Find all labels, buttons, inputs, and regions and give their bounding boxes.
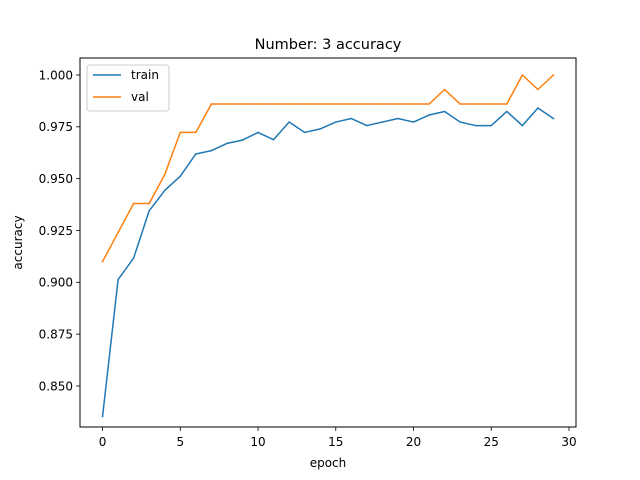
data-point-val bbox=[381, 103, 384, 105]
y-tick-label: 0.950 bbox=[39, 172, 73, 186]
y-tick-label: 0.975 bbox=[39, 120, 73, 134]
data-point-train bbox=[195, 153, 197, 155]
data-point-val bbox=[552, 74, 555, 76]
data-point-val bbox=[226, 103, 228, 105]
y-tick-label: 0.875 bbox=[39, 327, 73, 341]
data-point-val bbox=[272, 103, 275, 105]
data-point-train bbox=[117, 278, 119, 281]
data-point-train bbox=[350, 117, 353, 120]
data-point-val bbox=[443, 88, 446, 91]
data-point-val bbox=[257, 103, 259, 105]
y-axis: 0.850 0.875 0.900 0.925 0.950 0.975 1.000 bbox=[39, 68, 80, 393]
data-point-train bbox=[366, 124, 368, 127]
plot-area-frame bbox=[79, 57, 577, 428]
data-point-train bbox=[241, 139, 244, 141]
x-tick-label: 25 bbox=[484, 435, 499, 449]
x-axis: 0 5 10 15 20 25 30 bbox=[99, 427, 577, 449]
x-tick-label: 30 bbox=[561, 435, 576, 449]
data-point-train bbox=[537, 107, 539, 109]
data-point-val bbox=[412, 103, 415, 105]
data-point-train bbox=[474, 124, 477, 127]
legend-box bbox=[86, 64, 170, 112]
data-point-val bbox=[335, 103, 337, 105]
data-point-train bbox=[101, 415, 104, 418]
data-point-val bbox=[288, 103, 290, 105]
legend-label-train: train bbox=[131, 68, 159, 82]
data-point-train bbox=[319, 128, 321, 130]
chart-title: Number: 3 accuracy bbox=[255, 37, 402, 53]
y-tick-label: 0.925 bbox=[39, 224, 73, 238]
data-point-val bbox=[537, 88, 539, 91]
data-point-train bbox=[132, 257, 135, 259]
x-tick-label: 0 bbox=[99, 435, 107, 449]
series-line-val bbox=[101, 73, 555, 263]
data-point-train bbox=[226, 142, 228, 145]
data-point-train bbox=[397, 117, 399, 120]
data-point-train bbox=[381, 121, 384, 123]
data-point-val bbox=[117, 231, 119, 234]
data-point-train bbox=[412, 121, 415, 123]
data-point-val bbox=[303, 103, 306, 105]
data-point-train bbox=[443, 110, 446, 113]
data-point-val bbox=[428, 103, 430, 105]
data-point-val bbox=[132, 202, 135, 205]
data-point-train bbox=[257, 131, 259, 134]
data-point-train bbox=[288, 121, 290, 123]
series-layer bbox=[101, 73, 555, 418]
data-point-train bbox=[148, 210, 150, 212]
data-point-val bbox=[506, 103, 508, 105]
data-point-val bbox=[350, 103, 353, 105]
data-point-train bbox=[272, 138, 275, 141]
series-line-train bbox=[101, 107, 555, 418]
data-point-train bbox=[428, 114, 430, 116]
x-axis-label: epoch bbox=[310, 456, 347, 470]
data-point-train bbox=[552, 117, 555, 120]
data-point-val bbox=[319, 103, 321, 105]
data-point-train bbox=[210, 149, 213, 152]
data-point-train bbox=[179, 175, 182, 177]
data-point-train bbox=[163, 189, 166, 192]
data-point-val bbox=[521, 74, 524, 76]
data-point-val bbox=[195, 131, 197, 134]
x-tick-label: 10 bbox=[250, 435, 265, 449]
data-point-val bbox=[459, 103, 461, 105]
data-point-train bbox=[506, 110, 508, 113]
x-tick-label: 5 bbox=[176, 435, 184, 449]
y-tick-label: 1.000 bbox=[39, 68, 73, 82]
y-tick-label: 0.900 bbox=[39, 276, 73, 290]
data-point-val bbox=[148, 202, 150, 205]
data-point-val bbox=[490, 103, 493, 105]
data-point-train bbox=[521, 124, 524, 127]
legend: train val bbox=[86, 64, 170, 112]
data-point-val bbox=[474, 103, 477, 105]
data-point-val bbox=[366, 103, 368, 105]
data-point-val bbox=[210, 103, 213, 105]
data-point-train bbox=[459, 121, 461, 123]
data-point-train bbox=[303, 131, 306, 134]
data-point-val bbox=[397, 103, 399, 105]
legend-label-val: val bbox=[131, 90, 149, 104]
data-point-val bbox=[179, 131, 182, 134]
data-point-train bbox=[490, 124, 493, 127]
x-tick-label: 15 bbox=[328, 435, 343, 449]
x-tick-label: 20 bbox=[406, 435, 421, 449]
data-point-val bbox=[163, 173, 166, 176]
y-tick-label: 0.850 bbox=[39, 379, 73, 393]
data-point-val bbox=[101, 260, 104, 263]
y-axis-label: accuracy bbox=[11, 215, 25, 269]
data-point-val bbox=[241, 103, 244, 105]
data-point-train bbox=[335, 121, 337, 123]
